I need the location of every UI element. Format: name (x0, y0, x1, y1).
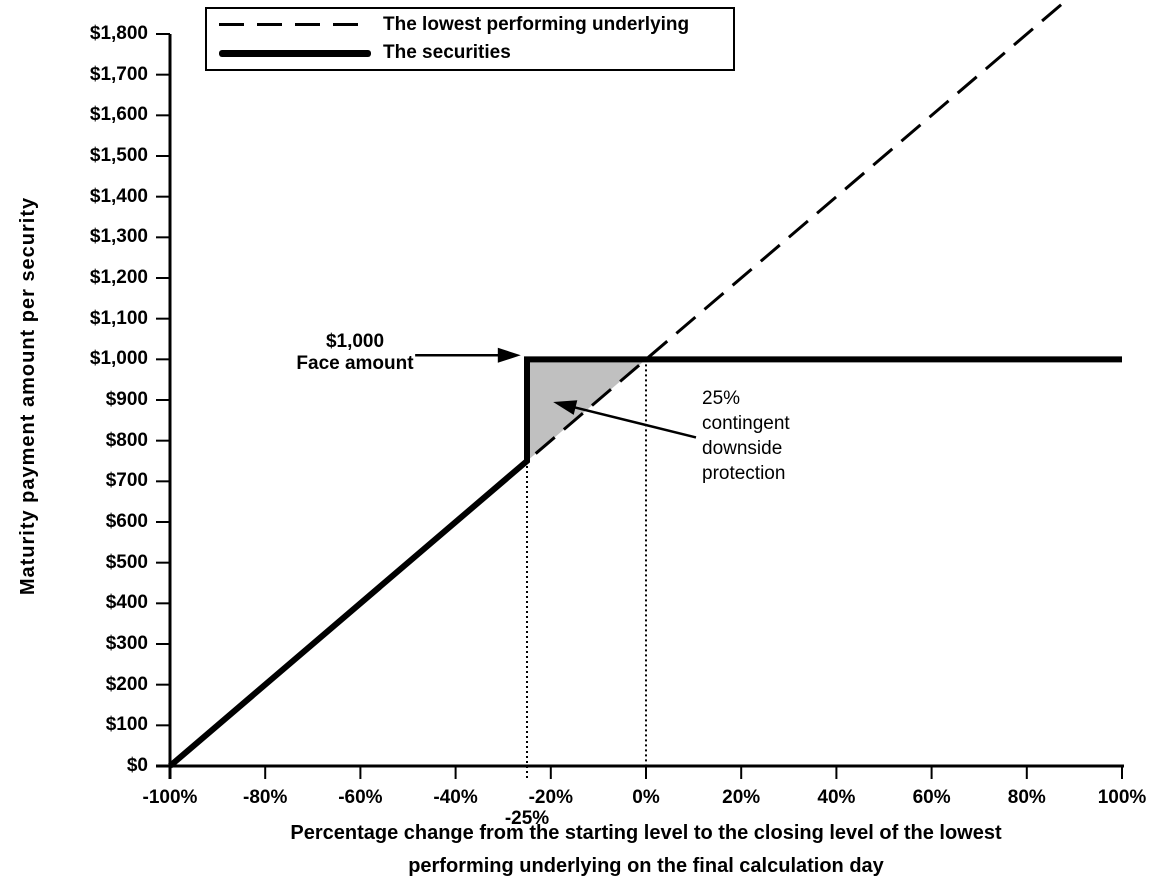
x-tick-label: -100% (142, 787, 198, 808)
annotation-face-amount-line2: Face amount (296, 353, 414, 374)
y-tick-label: $600 (105, 511, 148, 532)
x-tick-label: 100% (1097, 787, 1147, 808)
y-tick-label: $1,800 (89, 23, 148, 44)
y-tick-label: $100 (105, 714, 148, 736)
downside-protection-arrow-line (568, 404, 697, 439)
annotation-face-amount-line1: $1,000 (325, 331, 385, 352)
x-tick-label: 40% (817, 787, 856, 808)
x-axis-title-line1: Percentage change from the starting leve… (290, 822, 1002, 844)
barrier-level-label: -25% (504, 808, 550, 829)
securities-line (168, 356, 1122, 769)
y-tick-label: $1,500 (89, 145, 148, 166)
legend-label-underlying: The lowest performing underlying (383, 13, 690, 35)
y-tick-label: $1,300 (89, 226, 148, 248)
x-tick-label: 60% (912, 787, 951, 808)
y-tick-label: $1,400 (89, 185, 148, 207)
x-tick-label: 0% (632, 787, 660, 808)
shaded-protection-region (527, 359, 646, 461)
legend: The lowest performing underlying The sec… (205, 7, 735, 71)
annotation-downside-line3: downside (702, 438, 783, 459)
annotation-face-amount: $1,000 Face amount (270, 331, 440, 375)
y-tick-label: $400 (105, 592, 148, 614)
annotation-downside-line4: protection (702, 463, 786, 484)
y-tick-label: $500 (105, 551, 148, 573)
x-axis-title: Percentage change from the starting leve… (170, 817, 1122, 883)
y-tick-label: $900 (105, 389, 148, 410)
y-tick-label: $1,200 (89, 267, 148, 288)
y-tick-label: $200 (105, 673, 148, 695)
y-tick-label: $0 (126, 755, 148, 776)
annotation-downside-protection: 25% contingent downside protection (702, 386, 790, 486)
x-tick-label: -60% (338, 787, 383, 808)
y-tick-label: $800 (105, 429, 148, 451)
x-axis-title-line2: performing underlying on the final calcu… (408, 855, 884, 877)
x-tick-label: 80% (1007, 787, 1046, 808)
solid-line-sample (219, 49, 371, 57)
y-axis-title: Maturity payment amount per security (17, 196, 39, 596)
x-tick-label: -40% (433, 787, 478, 808)
x-tick-label: -20% (528, 787, 573, 808)
legend-item-securities: The securities (219, 40, 733, 66)
y-tick-label: $300 (105, 633, 148, 654)
legend-label-securities: The securities (383, 42, 511, 64)
x-tick-label: 20% (722, 787, 761, 808)
annotation-downside-line1: 25% (702, 388, 741, 409)
y-tick-label: $1,600 (89, 104, 148, 126)
y-tick-label: $1,000 (89, 348, 148, 370)
annotation-downside-line2: contingent (702, 413, 790, 434)
x-tick-label: -80% (243, 787, 288, 808)
y-tick-label: $1,100 (89, 307, 148, 329)
dashed-line-sample (219, 23, 371, 27)
y-tick-label: $700 (105, 470, 148, 492)
legend-item-underlying: The lowest performing underlying (219, 12, 733, 38)
face-amount-arrow-head (497, 347, 521, 363)
y-tick-label: $1,700 (89, 63, 148, 85)
downside-protection-arrow-head (553, 400, 578, 415)
